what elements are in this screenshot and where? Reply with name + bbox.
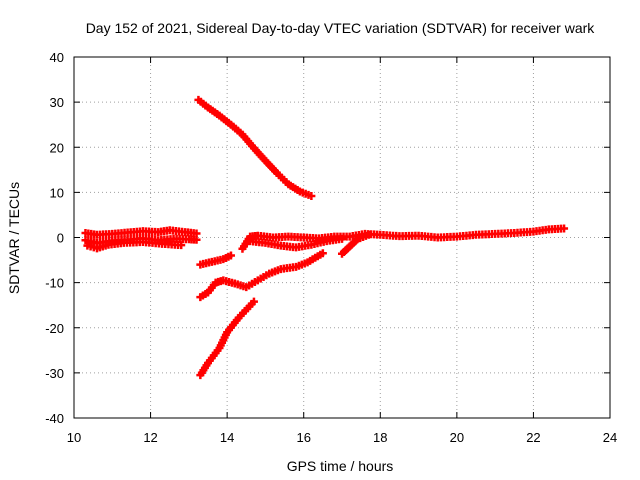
y-tick-label: 30 — [50, 95, 64, 110]
data-point — [249, 297, 258, 306]
x-tick-label: 24 — [603, 430, 617, 445]
y-axis-label: SDTVAR / TECUs — [6, 182, 22, 294]
chart-title: Day 152 of 2021, Sidereal Day-to-day VTE… — [86, 20, 596, 36]
data-point — [192, 235, 201, 244]
x-tick-label: 14 — [220, 430, 234, 445]
y-tick-label: -20 — [45, 321, 64, 336]
data-point — [307, 191, 316, 200]
y-tick-label: 0 — [57, 231, 64, 246]
x-tick-label: 16 — [296, 430, 310, 445]
data-point — [318, 249, 327, 258]
y-tick-label: -10 — [45, 276, 64, 291]
x-tick-label: 22 — [526, 430, 540, 445]
y-tick-label: -40 — [45, 411, 64, 426]
y-tick-label: 20 — [50, 140, 64, 155]
x-tick-label: 20 — [450, 430, 464, 445]
data-marks — [81, 95, 569, 380]
data-point — [338, 234, 346, 243]
data-point — [226, 251, 235, 260]
x-tick-label: 12 — [143, 430, 157, 445]
x-tick-label: 18 — [373, 430, 387, 445]
data-point — [177, 241, 186, 250]
data-point — [560, 224, 569, 233]
x-tick-label: 10 — [67, 430, 81, 445]
y-tick-label: 10 — [50, 185, 64, 200]
data-point — [364, 230, 373, 239]
axis-ticks: 10 12 14 16 18 20 22 24 40 30 20 10 0 -10 -20 -30 -40 — [45, 50, 617, 445]
y-tick-label: 40 — [50, 50, 64, 65]
x-axis-label: GPS time / hours — [287, 458, 394, 474]
y-tick-label: -30 — [45, 366, 64, 381]
